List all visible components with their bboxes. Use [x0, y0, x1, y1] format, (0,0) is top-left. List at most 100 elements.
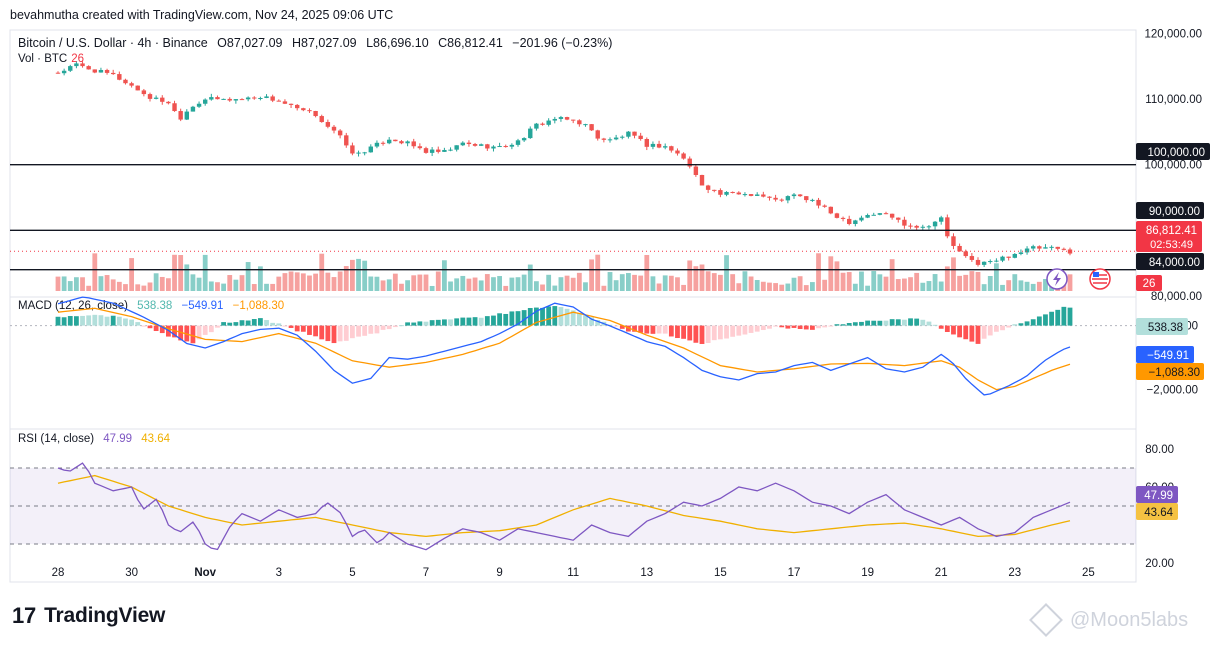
candle-body-91 — [613, 137, 619, 140]
macd-hist-bar-140 — [914, 318, 920, 326]
volume-bar-153 — [994, 263, 999, 291]
candle-body-115 — [761, 194, 766, 197]
volume-bar-4 — [80, 277, 85, 291]
volume-bar-140 — [914, 272, 920, 291]
volume-bar-126 — [828, 256, 834, 291]
candle-body-88 — [595, 130, 600, 139]
macd-hist-bar-51 — [368, 325, 374, 334]
time-tick-11: 19 — [861, 567, 874, 579]
time-axis[interactable]: 28 30 Nov 3 5 7 9 11 13 15 17 19 21 23 25 — [52, 567, 1095, 579]
macd-hist-bar-101 — [675, 325, 680, 339]
time-tick-13: 23 — [1008, 567, 1021, 579]
volume-bar-118 — [779, 284, 785, 291]
badge-price: 86,812.41 — [1146, 225, 1197, 237]
time-tick-10: 17 — [788, 567, 801, 579]
volume-bar-99 — [662, 275, 668, 291]
candle-body-35 — [270, 96, 275, 101]
volume-bar-134 — [877, 274, 883, 291]
candle-body-100 — [669, 146, 674, 151]
volume-bar-104 — [693, 266, 699, 291]
time-tick-6: 9 — [496, 567, 502, 579]
macd-hist-bar-23 — [196, 325, 202, 340]
candle-body-160 — [1037, 246, 1042, 249]
candle-body-76 — [521, 138, 527, 141]
candle-body-31 — [245, 97, 251, 100]
candle-body-54 — [387, 139, 392, 144]
candle-body-161 — [1043, 247, 1048, 249]
macd-hist-bar-107 — [711, 325, 717, 341]
volume-bar-53 — [380, 280, 386, 291]
candle-body-142 — [926, 226, 932, 228]
macd-hist-bar-4 — [80, 315, 85, 326]
volume-bar-74 — [509, 277, 515, 291]
macd-hist-value: 538.38 — [137, 300, 173, 312]
volume-bar-113 — [748, 276, 754, 291]
rsi-ma-line — [57, 474, 1071, 538]
macd-hist-bar-56 — [399, 325, 404, 327]
macd-hist-bar-16 — [153, 325, 159, 332]
macd-hist-bar-130 — [852, 322, 858, 326]
candle-body-81 — [552, 118, 557, 121]
macd-hist-bar-131 — [859, 321, 864, 326]
macd-hist-bar-117 — [773, 325, 778, 327]
volume-bar-110 — [730, 274, 736, 291]
tradingview-mark: 17 — [12, 603, 37, 628]
volume-bar-33 — [258, 266, 263, 291]
candle-body-68 — [472, 144, 478, 146]
tradingview-logo[interactable]: 17 TradingView — [12, 603, 165, 629]
volume-bar-90 — [607, 272, 613, 291]
macd-hist-bar-142 — [926, 321, 932, 326]
candle-body-140 — [914, 225, 919, 228]
macd-hist-bar-162 — [1049, 311, 1054, 326]
macd-hist-bar-148 — [963, 325, 969, 340]
macd-hist-bar-17 — [159, 325, 165, 334]
chart-icons[interactable] — [1046, 268, 1111, 290]
candle-body-60 — [423, 148, 429, 153]
volume-bar-9 — [110, 279, 116, 291]
macd-hist-bar-69 — [478, 317, 484, 326]
candle-body-6 — [92, 69, 97, 73]
candle-body-113 — [748, 194, 754, 196]
candle-body-84 — [571, 119, 576, 121]
candle-body-48 — [350, 145, 355, 154]
candle-body-70 — [485, 144, 490, 149]
macd-hist-bar-81 — [552, 306, 558, 326]
candle-body-27 — [221, 98, 226, 100]
candle-body-108 — [718, 190, 723, 195]
macd-tick-1: −2,000.00 — [1147, 385, 1198, 397]
macd-hist-bar-50 — [362, 325, 368, 336]
macd-hist-bar-149 — [969, 325, 975, 342]
candle-body-156 — [1012, 253, 1017, 258]
candle-body-36 — [276, 100, 281, 102]
volume-bar-29 — [233, 279, 239, 291]
candle-body-83 — [564, 117, 570, 120]
volume-bar-70 — [484, 274, 490, 291]
macd-hist-bar-30 — [239, 320, 245, 326]
volume-bar-149 — [969, 271, 975, 291]
macd-hist-bar-156 — [1012, 324, 1018, 326]
volume-bar-112 — [742, 271, 748, 291]
macd-hist-bar-68 — [472, 317, 478, 326]
macd-hist-bar-64 — [448, 319, 453, 326]
time-tick-12: 21 — [935, 567, 948, 579]
volume-bar-44 — [325, 272, 331, 291]
candle-body-33 — [258, 98, 263, 100]
macd-hist-bar-54 — [386, 325, 392, 330]
macd-hist-bar-52 — [374, 325, 380, 334]
macd-hist-bar-123 — [810, 325, 815, 330]
macd-hist-bar-39 — [294, 325, 300, 332]
volume-bar-100 — [668, 275, 674, 291]
macd-hist-bar-36 — [276, 323, 282, 326]
macd-hist-bar-8 — [104, 316, 110, 326]
candle-body-151 — [981, 261, 987, 265]
macd-hist-bar-32 — [251, 319, 257, 326]
candle-body-129 — [847, 218, 852, 224]
lightning-bolt — [1053, 272, 1061, 286]
candle-body-139 — [908, 225, 913, 227]
volume-bar-122 — [803, 285, 809, 291]
macd-hist-bar-150 — [975, 325, 981, 344]
macd-hist-bar-155 — [1006, 325, 1012, 328]
rsi-pane — [57, 462, 1071, 551]
candle-body-26 — [215, 97, 220, 100]
